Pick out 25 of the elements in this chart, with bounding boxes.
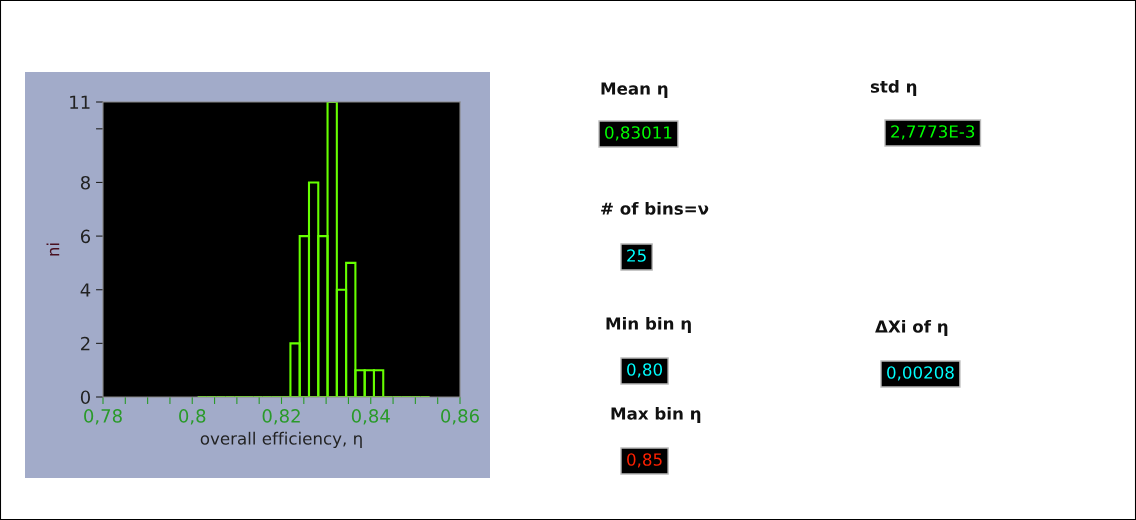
text: 0,85: [627, 453, 662, 468]
y-tick-label: 2: [81, 336, 90, 351]
text: 2,7773E-3: [891, 125, 975, 140]
x-tick-label: 0,84: [351, 409, 390, 425]
x-tick-label: 0,78: [84, 409, 122, 425]
text: # of bins=ν: [601, 201, 709, 215]
text: ΔXi of η: [875, 319, 948, 337]
text: 0,00208: [887, 366, 954, 381]
y-tick-label: 8: [80, 175, 90, 190]
text: Mean η: [601, 82, 668, 99]
x-tick-label: 0,82: [262, 409, 300, 425]
y-tick-label: 0: [80, 390, 90, 405]
text: Max bin η: [611, 406, 701, 424]
y-tick-label: 11: [70, 95, 90, 109]
x-tick-label: 0,8: [179, 409, 206, 425]
text: 25: [627, 249, 646, 262]
y-axis-title: ni: [46, 243, 60, 256]
x-axis-title: overall efficiency, η: [200, 431, 362, 448]
y-tick-label: 6: [80, 229, 91, 244]
text: std η: [870, 79, 917, 97]
text: 0,83011: [605, 126, 672, 141]
text: Min bin η: [606, 316, 691, 334]
x-tick-label: 0,86: [441, 409, 479, 425]
text: 0,80: [627, 363, 662, 378]
y-tick-label: 4: [80, 283, 91, 297]
